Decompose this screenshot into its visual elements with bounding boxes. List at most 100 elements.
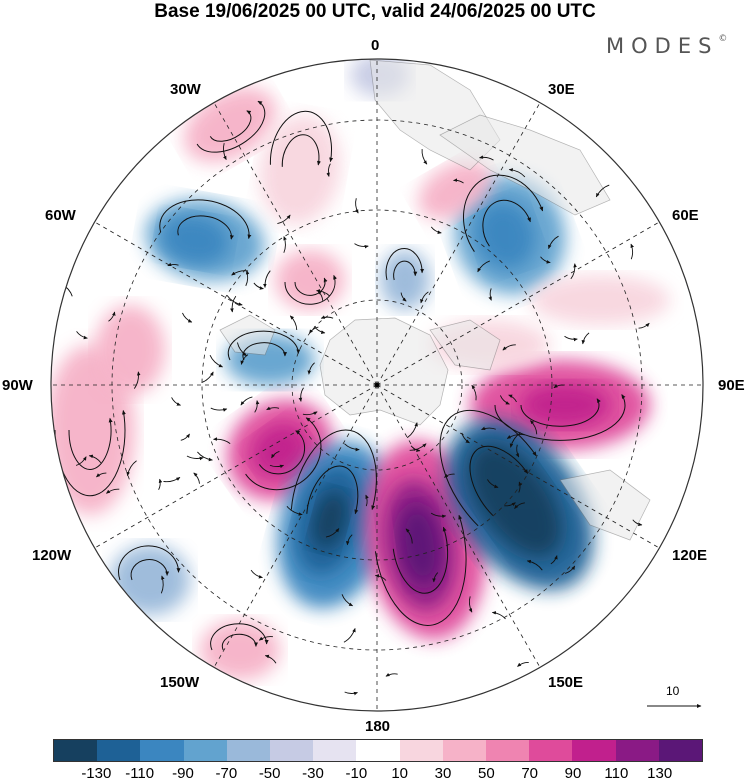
colorbar-tick-label: -30 — [302, 765, 324, 782]
copyright-mark: © — [718, 34, 728, 44]
streamline — [209, 110, 252, 142]
streamline — [482, 199, 531, 247]
wind-arrow — [502, 344, 516, 351]
wind-arrow — [499, 395, 510, 405]
streamline — [196, 100, 266, 153]
meridian-line — [376, 384, 663, 551]
colorbar-segment — [270, 740, 314, 761]
wind-arrow — [343, 627, 356, 643]
wind-arrow — [236, 342, 248, 357]
anomaly-blob — [259, 115, 341, 225]
wind-arrow — [344, 443, 360, 452]
wind-arrow — [193, 472, 200, 484]
wind-arrow — [201, 371, 214, 383]
colorbar-segment — [529, 740, 573, 761]
streamline — [469, 445, 529, 516]
wind-arrow — [263, 270, 271, 288]
wind-arrow — [595, 184, 610, 198]
wind-arrow — [421, 149, 428, 165]
streamline — [494, 394, 626, 441]
streamline — [392, 526, 449, 594]
wind-arrow — [163, 476, 181, 483]
wind-arrow — [508, 394, 517, 403]
wind-arrow — [302, 411, 318, 416]
wind-arrow — [209, 354, 223, 368]
latitude-circle — [291, 299, 463, 471]
wind-arrow — [258, 636, 273, 641]
wind-arrow — [167, 262, 179, 267]
chart-title: Base 19/06/2025 00 UTC, valid 24/06/2025… — [154, 1, 596, 22]
streamline — [463, 174, 544, 252]
wind-arrow — [444, 473, 455, 478]
anomaly-blob — [474, 200, 536, 270]
wind-arrow — [405, 528, 413, 544]
pole-marker — [374, 382, 380, 388]
wind-arrow — [240, 354, 249, 365]
wind-arrow — [506, 433, 525, 439]
wind-arrow — [180, 433, 190, 441]
wind-arrow — [283, 236, 287, 253]
wind-arrow — [430, 226, 442, 234]
colorbar-tick-label: -130 — [81, 765, 112, 782]
wind-arrow — [564, 335, 578, 342]
meridian-line — [211, 384, 378, 671]
anomaly-blob — [110, 545, 190, 615]
anomaly-blob — [275, 250, 345, 310]
lon-label-30e: 30E — [548, 81, 575, 98]
wind-arrow — [158, 478, 163, 490]
wind-arrow — [75, 456, 87, 466]
wind-arrow — [309, 326, 319, 334]
wind-arrow — [453, 178, 464, 184]
wind-arrow — [226, 295, 243, 306]
colorbar-tick-label: 30 — [434, 765, 452, 782]
wind-arrow — [326, 163, 331, 177]
colorbar-tick-label: 110 — [604, 765, 629, 782]
colorbar-tick-label: -10 — [345, 765, 368, 782]
wind-arrow — [197, 451, 213, 462]
colorbar-tick-label: -110 — [125, 765, 155, 782]
wind-arrow — [488, 288, 492, 301]
wind-arrow — [514, 502, 525, 509]
streamline — [294, 277, 328, 296]
streamline — [227, 330, 301, 361]
wind-arrow — [182, 312, 193, 323]
wind-arrow — [468, 596, 473, 613]
wind-arrow — [471, 384, 477, 401]
wind-arrow — [186, 455, 204, 461]
wind-arrow — [213, 437, 231, 444]
streamline — [118, 545, 181, 581]
reference-vector: 10 — [646, 684, 702, 714]
meridian-line — [211, 99, 378, 386]
wind-arrow — [96, 472, 107, 478]
streamline — [306, 465, 359, 515]
streamline — [68, 417, 113, 470]
land-area — [319, 317, 449, 426]
anomaly-blob — [380, 250, 430, 310]
wind-arrow — [325, 528, 340, 538]
wind-arrow — [245, 270, 250, 287]
wind-arrow — [133, 371, 141, 389]
meridian-line — [91, 219, 378, 386]
lon-label-120w: 120W — [32, 547, 72, 564]
colorbar — [53, 739, 703, 762]
reference-vector-label: 10 — [666, 684, 680, 698]
wind-arrow — [526, 559, 543, 571]
wind-arrow — [632, 519, 643, 527]
colorbar-tick-label: 90 — [564, 765, 582, 782]
wind-arrow — [344, 691, 358, 696]
colorbar-segment — [615, 740, 659, 761]
wind-arrow — [430, 512, 447, 519]
wind-arrow — [638, 322, 650, 329]
wind-arrow — [108, 311, 116, 322]
wind-arrow — [540, 256, 551, 264]
colorbar-tick-label: -70 — [215, 765, 238, 782]
wind-arrow — [406, 422, 418, 439]
wind-arrow — [286, 505, 303, 516]
wind-arrow — [354, 198, 359, 214]
streamline — [258, 430, 306, 475]
colorbar-segment — [572, 740, 616, 761]
anomaly-blob — [399, 505, 441, 585]
wind-arrow — [374, 574, 387, 581]
streamline — [374, 514, 467, 626]
wind-arrow — [515, 444, 520, 458]
